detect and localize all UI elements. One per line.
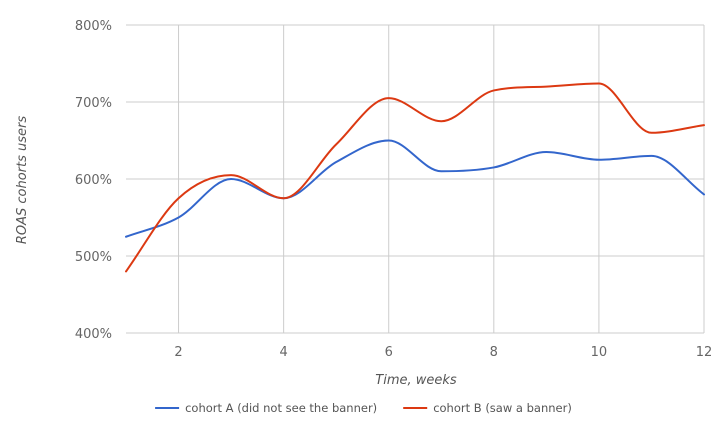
y-tick-label: 400% — [75, 327, 112, 342]
legend-label: cohort A (did not see the banner) — [185, 401, 377, 415]
series-lines — [125, 82, 705, 273]
x-tick-label: 4 — [279, 345, 287, 360]
y-axis-title: ROAS cohorts users — [15, 116, 30, 245]
series-line-cohort-b — [125, 82, 705, 273]
y-tick-label: 700% — [75, 96, 112, 111]
x-tick-label: 10 — [591, 345, 608, 360]
legend-item-cohort-b: cohort B (saw a banner) — [403, 401, 572, 415]
y-tick-label: 600% — [75, 173, 112, 188]
legend: cohort A (did not see the banner) cohort … — [155, 401, 572, 415]
x-axis-ticks: 2 4 6 8 10 12 — [174, 345, 712, 360]
x-tick-label: 2 — [174, 345, 182, 360]
x-tick-label: 6 — [385, 345, 393, 360]
y-axis-ticks: 400% 500% 600% 700% 800% — [75, 19, 112, 342]
x-tick-label: 8 — [490, 345, 498, 360]
legend-item-cohort-a: cohort A (did not see the banner) — [155, 401, 377, 415]
grid — [126, 24, 705, 334]
series-line-cohort-a — [125, 139, 705, 238]
y-tick-label: 800% — [75, 19, 112, 34]
x-tick-label: 12 — [696, 345, 713, 360]
x-axis-title: Time, weeks — [375, 373, 457, 388]
y-tick-label: 500% — [75, 250, 112, 265]
legend-label: cohort B (saw a banner) — [433, 401, 572, 415]
